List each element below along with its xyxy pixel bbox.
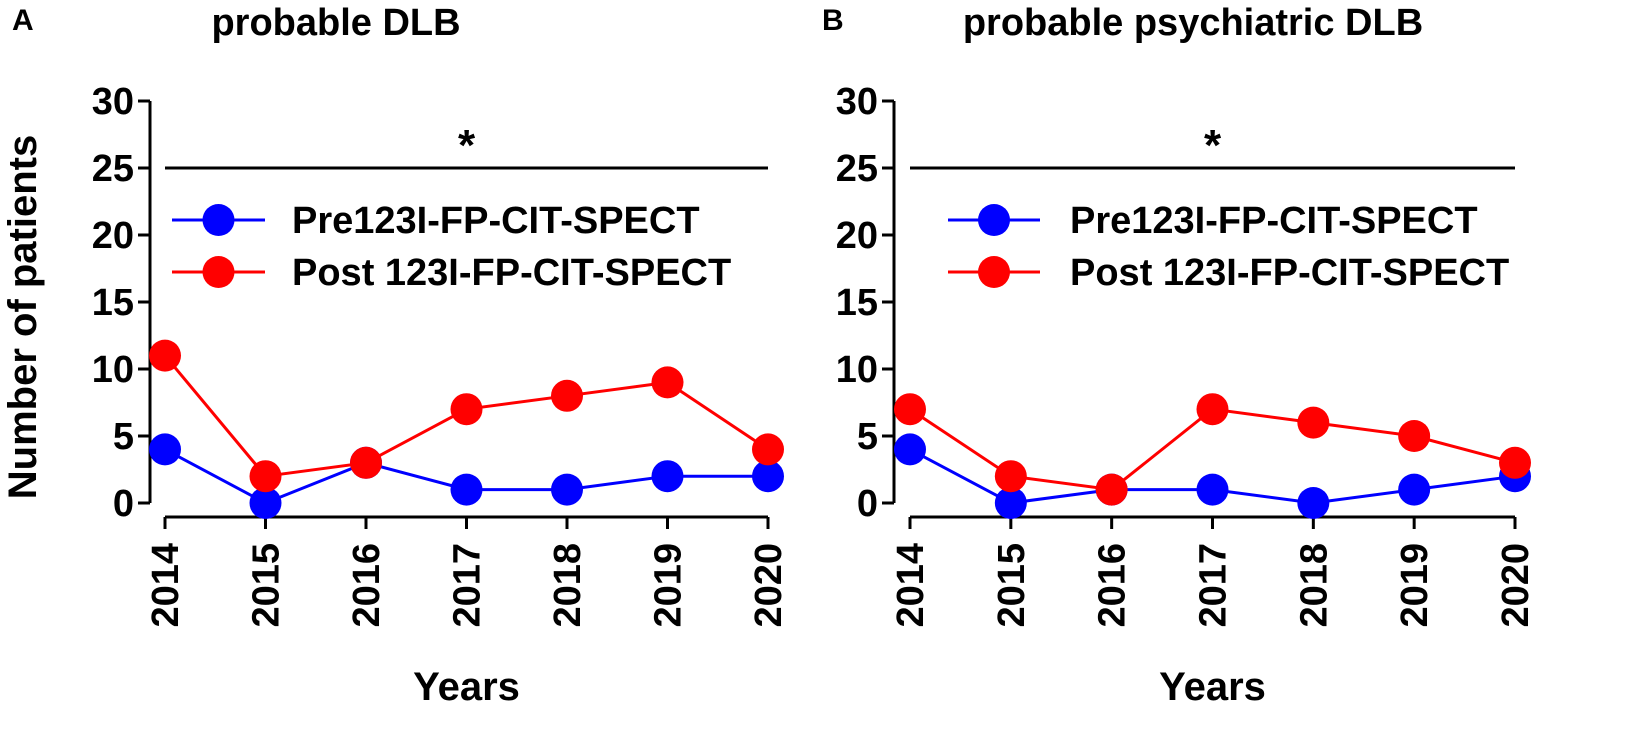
x-tick-label: 2016 [346, 543, 388, 628]
data-point [752, 460, 784, 493]
significance-marker: * [458, 121, 476, 170]
legend-swatch-marker [202, 256, 235, 288]
data-point [350, 446, 382, 479]
chart-title: probable DLB [211, 2, 460, 44]
x-tick-label: 2020 [748, 543, 790, 628]
data-point [249, 460, 282, 493]
y-tick-label: 25 [836, 148, 878, 190]
y-tick-label: 5 [857, 416, 878, 458]
x-tick-label: 2020 [1495, 543, 1537, 628]
data-point [1297, 406, 1330, 439]
data-point [1398, 473, 1431, 506]
data-point [1196, 473, 1229, 506]
y-tick-label: 30 [836, 81, 878, 123]
data-point [1297, 487, 1330, 519]
chart-title: probable psychiatric DLB [963, 2, 1423, 44]
data-point [894, 433, 926, 466]
data-point [249, 487, 282, 519]
x-tick-label: 2019 [1394, 543, 1436, 628]
data-point [1499, 446, 1531, 479]
x-tick-label: 2019 [648, 543, 690, 628]
x-axis-label: Years [1159, 665, 1266, 709]
data-point [752, 433, 784, 466]
y-tick-label: 15 [836, 282, 878, 324]
x-tick-label: 2017 [1193, 543, 1235, 628]
y-tick-label: 5 [113, 416, 134, 458]
y-axis-label: Number of patients [1, 135, 45, 499]
data-point [450, 393, 483, 426]
data-point [551, 379, 583, 412]
legend-label: Pre123I-FP-CIT-SPECT [1070, 200, 1478, 242]
panel-label: B [822, 4, 844, 37]
legend-swatch-marker [202, 204, 235, 236]
data-point [1095, 473, 1128, 506]
y-tick-label: 15 [92, 282, 134, 324]
x-tick-label: 2014 [890, 543, 932, 628]
data-point [1196, 393, 1229, 426]
data-point [994, 487, 1027, 519]
y-tick-label: 20 [836, 215, 878, 257]
x-tick-label: 2018 [547, 543, 589, 628]
y-tick-label: 20 [92, 215, 134, 257]
y-tick-label: 25 [92, 148, 134, 190]
data-point [894, 393, 926, 426]
x-tick-label: 2018 [1293, 543, 1335, 628]
data-point [149, 339, 181, 372]
x-tick-label: 2015 [991, 543, 1033, 628]
data-point [994, 460, 1027, 493]
significance-marker: * [1204, 121, 1222, 170]
panel-label: A [12, 4, 34, 37]
legend-swatch-marker [978, 256, 1010, 288]
x-tick-label: 2016 [1092, 543, 1134, 628]
data-point [651, 366, 684, 399]
y-tick-label: 0 [113, 483, 134, 525]
y-tick-label: 10 [836, 349, 878, 391]
y-tick-label: 0 [857, 483, 878, 525]
data-point [149, 433, 181, 466]
y-tick-label: 30 [92, 81, 134, 123]
legend-label: Post 123I-FP-CIT-SPECT [292, 252, 731, 294]
x-tick-label: 2014 [145, 543, 187, 628]
data-point [450, 473, 483, 506]
data-point [651, 460, 684, 493]
data-point [1398, 420, 1431, 452]
legend-label: Pre123I-FP-CIT-SPECT [292, 200, 700, 242]
x-tick-label: 2017 [447, 543, 489, 628]
legend-swatch-marker [978, 204, 1010, 236]
x-axis-label: Years [413, 665, 520, 709]
x-tick-label: 2015 [246, 543, 288, 628]
y-tick-label: 10 [92, 349, 134, 391]
legend-label: Post 123I-FP-CIT-SPECT [1070, 252, 1509, 294]
data-point [551, 473, 583, 506]
